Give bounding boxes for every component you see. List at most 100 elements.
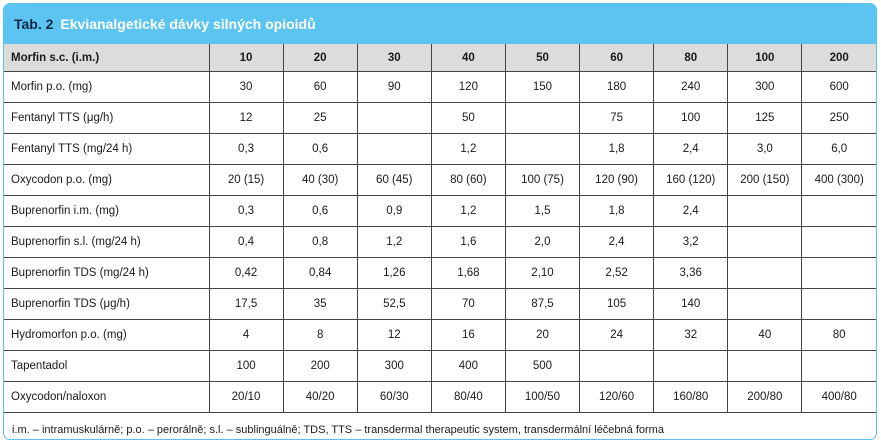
table-cell: 30 [208, 71, 284, 103]
table-cell: 40 [727, 319, 803, 351]
row-label: Morfin p.o. (mg) [4, 71, 210, 103]
table-cell [356, 133, 432, 165]
table-cell: 75 [579, 102, 655, 134]
table-cell: 12 [356, 319, 432, 351]
table-cell: 1,2 [356, 226, 432, 258]
table-cell: 90 [356, 71, 432, 103]
table-cell: 1,8 [579, 133, 655, 165]
row-label: Buprenorfin TDS (mg/24 h) [4, 257, 210, 289]
table-row: Buprenorfin s.l. (mg/24 h) 0,4 0,8 1,2 1,6 2,… [4, 226, 876, 258]
table-cell: 35 [282, 288, 358, 320]
table-cell: 25 [282, 102, 358, 134]
header-cell-dose: 10 [208, 44, 284, 72]
table-cell: 2,4 [579, 226, 655, 258]
table-cell: 250 [801, 102, 876, 134]
row-label: Buprenorfin i.m. (mg) [4, 195, 210, 227]
table-cell: 16 [430, 319, 506, 351]
table-cell: 40/20 [282, 381, 358, 413]
table-row: Morfin p.o. (mg) 30 60 90 120 150 180 240 300 600 [4, 71, 876, 103]
table-cell [801, 226, 876, 258]
row-label: Tapentadol [4, 350, 210, 382]
table-cell [727, 195, 803, 227]
table-cell: 100 (75) [504, 164, 581, 196]
table-cell: 87,5 [504, 288, 581, 320]
table-cell: 70 [430, 288, 506, 320]
table-row: Hydromorfon p.o. (mg) 4 8 12 16 20 24 32 40 80 [4, 319, 876, 351]
row-label: Buprenorfin s.l. (mg/24 h) [4, 226, 210, 258]
table-cell: 300 [727, 71, 803, 103]
row-label: Fentanyl TTS (mg/24 h) [4, 133, 210, 165]
table-cell: 4 [208, 319, 284, 351]
table-cell: 60/30 [356, 381, 432, 413]
table-cell: 2,4 [653, 195, 729, 227]
table-cell: 100 [208, 350, 284, 382]
row-label: Hydromorfon p.o. (mg) [4, 319, 210, 351]
header-cell-dose: 30 [356, 44, 432, 72]
table-cell [727, 226, 803, 258]
table-cell: 17,5 [208, 288, 284, 320]
table-header-row: Morfin s.c. (i.m.) 10 20 30 40 50 60 80 100 200 [4, 44, 876, 72]
table-cell: 20/10 [208, 381, 284, 413]
table-cell: 1,6 [430, 226, 506, 258]
table-cell: 0,8 [282, 226, 358, 258]
table-row: Fentanyl TTS (μg/h) 12 25 50 75 100 125 250 [4, 102, 876, 134]
table-cell: 24 [579, 319, 655, 351]
table-cell: 600 [801, 71, 876, 103]
table-cell: 240 [653, 71, 729, 103]
table-cell: 20 (15) [208, 164, 284, 196]
table-cell: 400 (300) [801, 164, 876, 196]
table-cell: 2,10 [504, 257, 581, 289]
table-cell: 200/80 [727, 381, 803, 413]
table-title-bar: Tab. 2 Ekvianalgetické dávky silných opi… [4, 4, 876, 44]
table-cell: 2,4 [653, 133, 729, 165]
table-cell: 1,26 [356, 257, 432, 289]
table-cell: 200 (150) [727, 164, 803, 196]
table-cell: 105 [579, 288, 655, 320]
table-cell [801, 288, 876, 320]
table-cell: 0,42 [208, 257, 284, 289]
table-cell: 400 [430, 350, 506, 382]
row-label: Buprenorfin TDS (μg/h) [4, 288, 210, 320]
table-cell: 32 [653, 319, 729, 351]
table-cell: 500 [504, 350, 581, 382]
table-number: Tab. 2 [14, 16, 54, 32]
table-cell: 40 (30) [282, 164, 358, 196]
table-cell: 20 [504, 319, 581, 351]
table-cell [356, 102, 432, 134]
table-cell: 0,4 [208, 226, 284, 258]
row-label: Oxycodon p.o. (mg) [4, 164, 210, 196]
table-cell [801, 195, 876, 227]
table-cell: 3,0 [727, 133, 803, 165]
table-cell: 140 [653, 288, 729, 320]
table-footnote: i.m. – intramuskulárně; p.o. – perorálně… [12, 424, 664, 436]
table-cell: 1,2 [430, 195, 506, 227]
table-cell: 1,8 [579, 195, 655, 227]
header-cell-dose: 20 [282, 44, 358, 72]
table-cell [653, 350, 729, 382]
table-cell: 52,5 [356, 288, 432, 320]
table-cell [579, 350, 655, 382]
table-cell [801, 350, 876, 382]
table-cell: 3,2 [653, 226, 729, 258]
table-cell [727, 288, 803, 320]
table-cell: 120 [430, 71, 506, 103]
dose-table: Morfin s.c. (i.m.) 10 20 30 40 50 60 80 100 200 M… [4, 44, 876, 413]
table-cell: 2,52 [579, 257, 655, 289]
header-cell-drug: Morfin s.c. (i.m.) [4, 44, 210, 72]
header-cell-dose: 80 [653, 44, 729, 72]
header-cell-dose: 60 [579, 44, 655, 72]
table-cell: 8 [282, 319, 358, 351]
header-cell-dose: 100 [727, 44, 803, 72]
table-cell: 0,6 [282, 133, 358, 165]
table-cell: 180 [579, 71, 655, 103]
table-cell: 12 [208, 102, 284, 134]
table-row: Buprenorfin i.m. (mg) 0,3 0,6 0,9 1,2 1,5 1,8 2… [4, 195, 876, 227]
table-cell: 1,5 [504, 195, 581, 227]
table-cell: 0,3 [208, 195, 284, 227]
table-cell: 120/60 [579, 381, 655, 413]
table-row: Tapentadol 100 200 300 400 500 [4, 350, 876, 382]
table-cell: 160 (120) [653, 164, 729, 196]
table-cell: 100 [653, 102, 729, 134]
table-cell: 6,0 [801, 133, 876, 165]
table-cell: 60 [282, 71, 358, 103]
